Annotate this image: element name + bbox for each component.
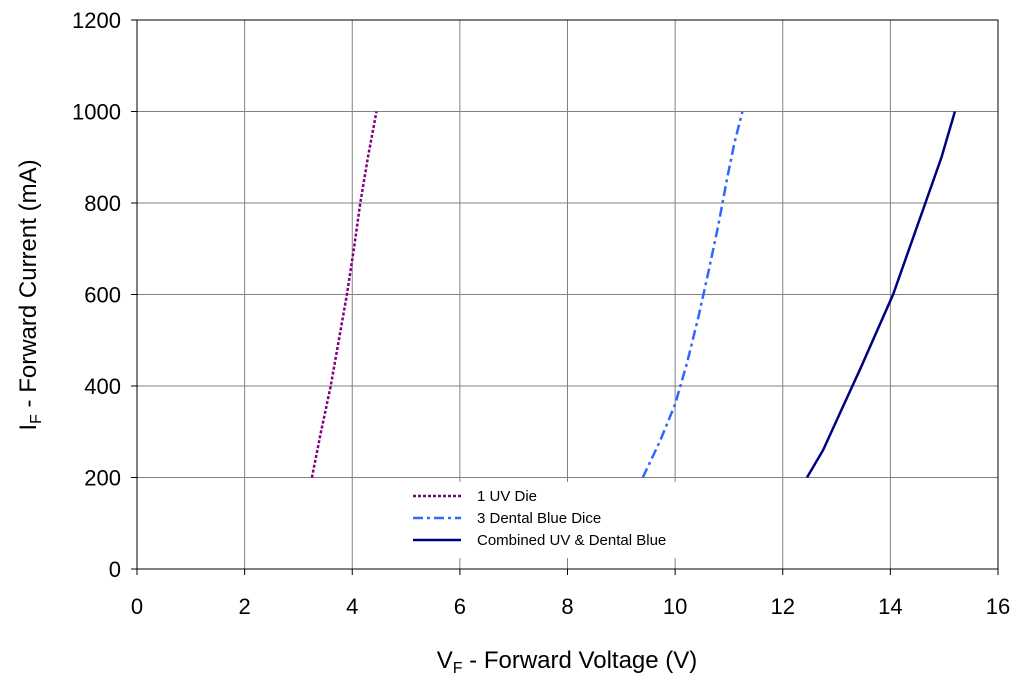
legend-box — [407, 482, 737, 558]
x-axis-title: VF - Forward Voltage (V) — [437, 647, 698, 673]
grid — [137, 20, 998, 569]
x-tick-label: 4 — [346, 594, 358, 619]
y-tick-label: 0 — [109, 557, 121, 582]
x-tick-label: 2 — [239, 594, 251, 619]
y-axis-ticks: 0 200 400 600 800 1000 1200 — [72, 8, 137, 582]
series-line — [805, 111, 957, 479]
x-tick-label: 10 — [663, 594, 687, 619]
series-line — [641, 111, 744, 479]
legend: 1 UV Die 3 Dental Blue Dice Combined UV & … — [407, 482, 737, 558]
legend-label: 3 Dental Blue Dice — [477, 510, 601, 527]
series-line — [310, 111, 378, 478]
x-tick-label: 6 — [454, 594, 466, 619]
y-tick-label: 200 — [84, 466, 121, 491]
y-tick-label: 800 — [84, 191, 121, 216]
legend-label: 1 UV Die — [477, 488, 537, 505]
y-tick-label: 600 — [84, 283, 121, 308]
x-tick-label: 12 — [771, 594, 795, 619]
y-axis-title: IF - Forward Current (mA) — [15, 159, 45, 430]
y-tick-label: 1200 — [72, 8, 121, 33]
legend-label: Combined UV & Dental Blue — [477, 532, 666, 549]
x-axis-ticks: 0 2 4 6 8 10 12 14 16 — [131, 569, 1010, 619]
y-tick-label: 400 — [84, 374, 121, 399]
x-tick-label: 8 — [561, 594, 573, 619]
x-tick-label: 16 — [986, 594, 1010, 619]
x-tick-label: 0 — [131, 594, 143, 619]
series-layer — [310, 111, 957, 479]
y-tick-label: 1000 — [72, 100, 121, 125]
x-tick-label: 14 — [878, 594, 902, 619]
